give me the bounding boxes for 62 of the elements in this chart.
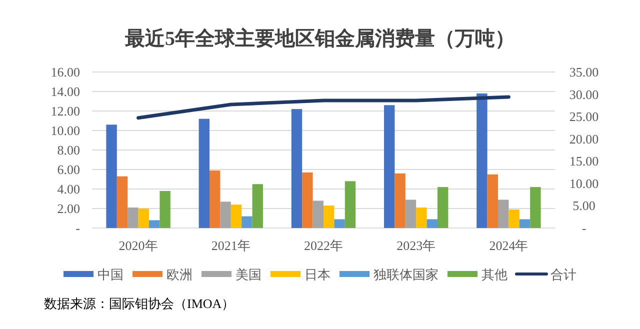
y2-tick-label: 35.00 bbox=[569, 64, 599, 80]
legend-label: 其他 bbox=[482, 267, 508, 282]
y2-tick-label: 15.00 bbox=[569, 154, 599, 169]
bar bbox=[138, 208, 149, 228]
bar bbox=[302, 172, 313, 228]
bar bbox=[128, 208, 138, 228]
y-tick-label: 10.00 bbox=[50, 123, 80, 138]
y-tick-label: 16.00 bbox=[50, 64, 80, 80]
bar bbox=[476, 93, 488, 228]
legend-label: 美国 bbox=[236, 267, 262, 282]
line-series bbox=[136, 95, 510, 120]
bar bbox=[291, 109, 302, 228]
bar bbox=[230, 204, 242, 228]
source-note: 数据来源：国际钼协会（IMOA） bbox=[44, 296, 235, 311]
legend-label: 独联体国家 bbox=[374, 267, 438, 282]
y2-tick-label: 25.00 bbox=[569, 109, 599, 124]
legend-label: 欧洲 bbox=[166, 267, 192, 282]
y2-tick-label: - bbox=[582, 220, 586, 236]
bar bbox=[498, 200, 509, 228]
bar bbox=[416, 208, 427, 228]
y2-tick-label: 10.00 bbox=[569, 176, 599, 191]
bar bbox=[438, 187, 448, 228]
y2-tick-label: 5.00 bbox=[572, 198, 596, 214]
bar bbox=[242, 216, 252, 228]
y-tick-label: 14.00 bbox=[50, 84, 80, 99]
legend-label: 合计 bbox=[550, 267, 576, 282]
bar bbox=[312, 200, 324, 228]
bar bbox=[508, 209, 520, 228]
y2-tick-label: 20.00 bbox=[569, 131, 599, 146]
y-tick-label: 2.00 bbox=[57, 201, 80, 216]
bar bbox=[394, 173, 406, 228]
bar bbox=[160, 190, 170, 228]
bar bbox=[426, 219, 438, 228]
bar bbox=[334, 219, 345, 228]
bar bbox=[116, 176, 128, 228]
bar bbox=[530, 187, 541, 228]
legend-label: 中国 bbox=[98, 267, 124, 282]
bar bbox=[198, 118, 210, 228]
bar bbox=[519, 219, 530, 228]
x-tick-label: 2023年 bbox=[396, 238, 436, 253]
x-tick-label: 2024年 bbox=[489, 238, 528, 253]
bar bbox=[405, 200, 416, 228]
bar bbox=[210, 170, 220, 228]
bar bbox=[384, 105, 395, 228]
y-tick-label: - bbox=[76, 220, 80, 236]
y-tick-label: 4.00 bbox=[57, 182, 80, 196]
bar bbox=[324, 206, 334, 228]
x-tick-label: 2020年 bbox=[118, 238, 158, 253]
bar bbox=[487, 174, 498, 228]
bar bbox=[220, 202, 231, 228]
bar bbox=[149, 220, 160, 228]
bar bbox=[252, 184, 263, 228]
x-tick-label: 2022年 bbox=[304, 238, 343, 253]
legend-label: 日本 bbox=[304, 267, 330, 282]
bar bbox=[106, 124, 117, 228]
y2-tick-label: 30.00 bbox=[569, 86, 599, 102]
chart-title: 最近5年全球主要地区钼金属消费量（万吨） bbox=[124, 27, 515, 50]
x-tick-label: 2021年 bbox=[211, 238, 250, 253]
y-tick-label: 6.00 bbox=[57, 162, 80, 177]
y-tick-label: 8.00 bbox=[57, 142, 80, 158]
y-tick-label: 12.00 bbox=[50, 104, 80, 118]
bar bbox=[344, 181, 356, 228]
